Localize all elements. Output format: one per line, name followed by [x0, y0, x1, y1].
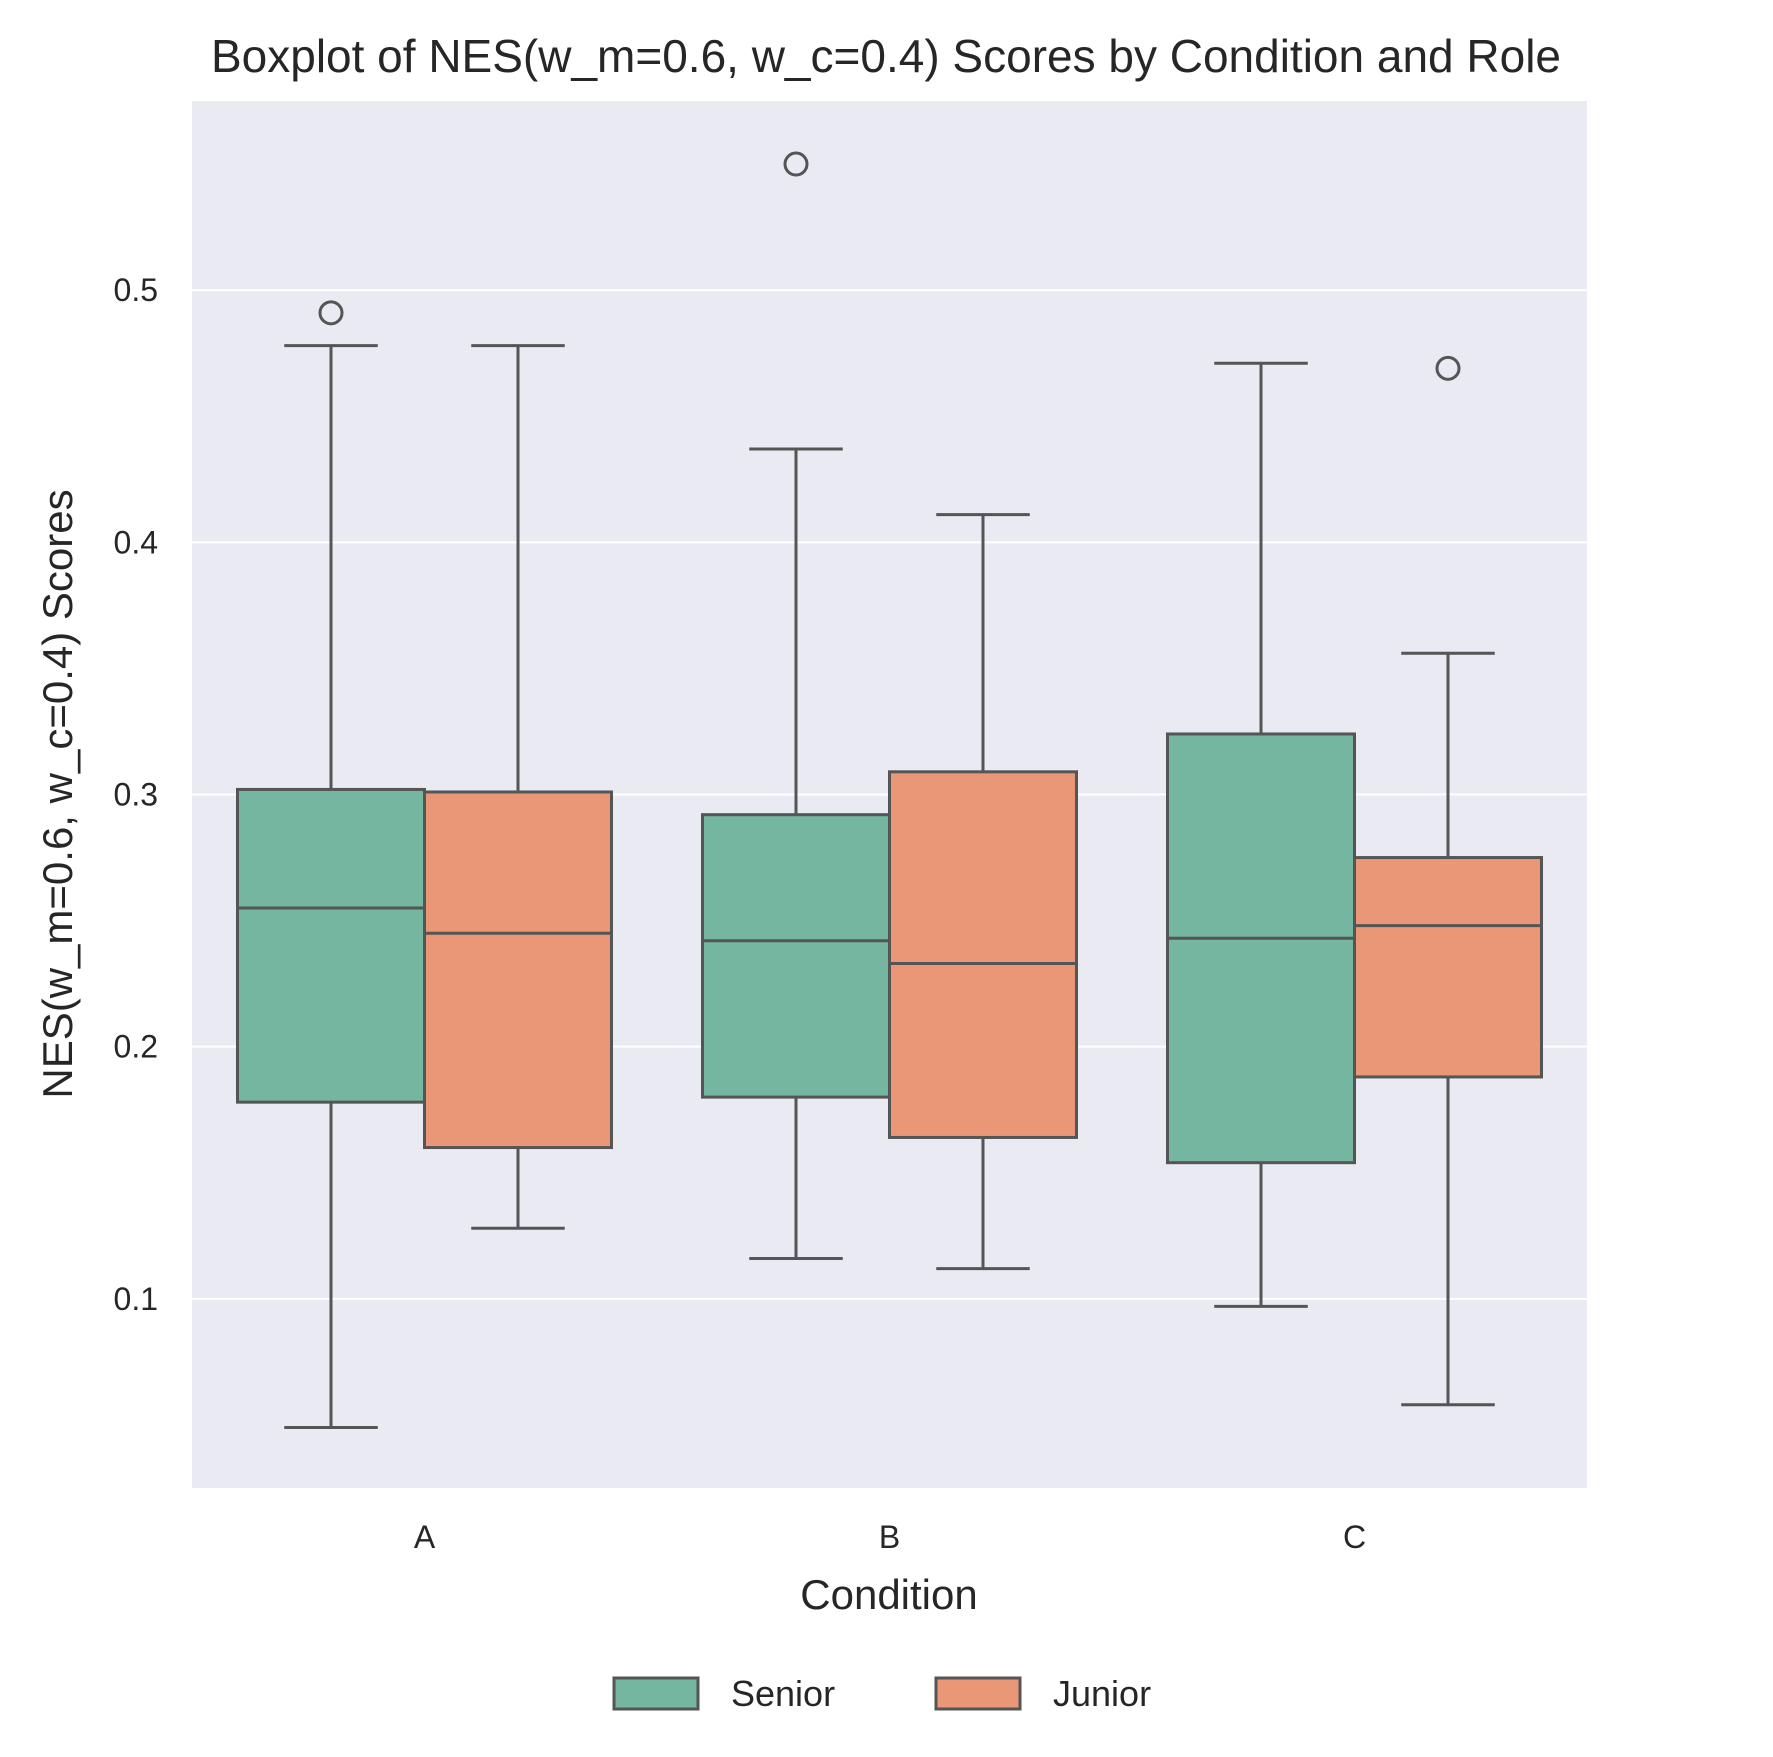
y-tick-label: 0.1	[114, 1281, 158, 1317]
box-series-senior	[236, 151, 1356, 1429]
box	[236, 787, 426, 1104]
box	[423, 790, 613, 1150]
legend-swatch-junior	[934, 1676, 1022, 1711]
box	[1166, 732, 1356, 1165]
legend-swatch-senior	[612, 1676, 700, 1711]
legend-label-senior: Senior	[731, 1673, 835, 1714]
y-axis-label: NES(w_m=0.6, w_c=0.4) Scores	[34, 489, 81, 1098]
x-tick-label: B	[879, 1519, 900, 1555]
outlier-point	[783, 151, 809, 177]
y-tick-label: 0.2	[114, 1029, 158, 1065]
x-axis-label: Condition	[800, 1571, 977, 1618]
x-tick-label: A	[414, 1519, 436, 1555]
box-series	[236, 151, 1543, 1429]
x-tick-label: C	[1343, 1519, 1366, 1555]
outlier-point	[318, 300, 344, 326]
legend: Senior Junior	[612, 1673, 1151, 1714]
y-tick-labels: 0.1 0.2 0.3 0.4 0.5	[114, 272, 158, 1317]
outlier-point	[1435, 355, 1461, 381]
box	[1353, 856, 1543, 1079]
y-tick-label: 0.3	[114, 777, 158, 813]
box-series-junior	[423, 344, 1543, 1407]
legend-label-junior: Junior	[1053, 1673, 1151, 1714]
y-tick-label: 0.4	[114, 524, 158, 560]
box	[888, 770, 1078, 1139]
chart-title: Boxplot of NES(w_m=0.6, w_c=0.4) Scores …	[211, 30, 1561, 82]
y-tick-label: 0.5	[114, 272, 158, 308]
x-tick-labels: A B C	[414, 1519, 1366, 1555]
box	[701, 813, 891, 1099]
